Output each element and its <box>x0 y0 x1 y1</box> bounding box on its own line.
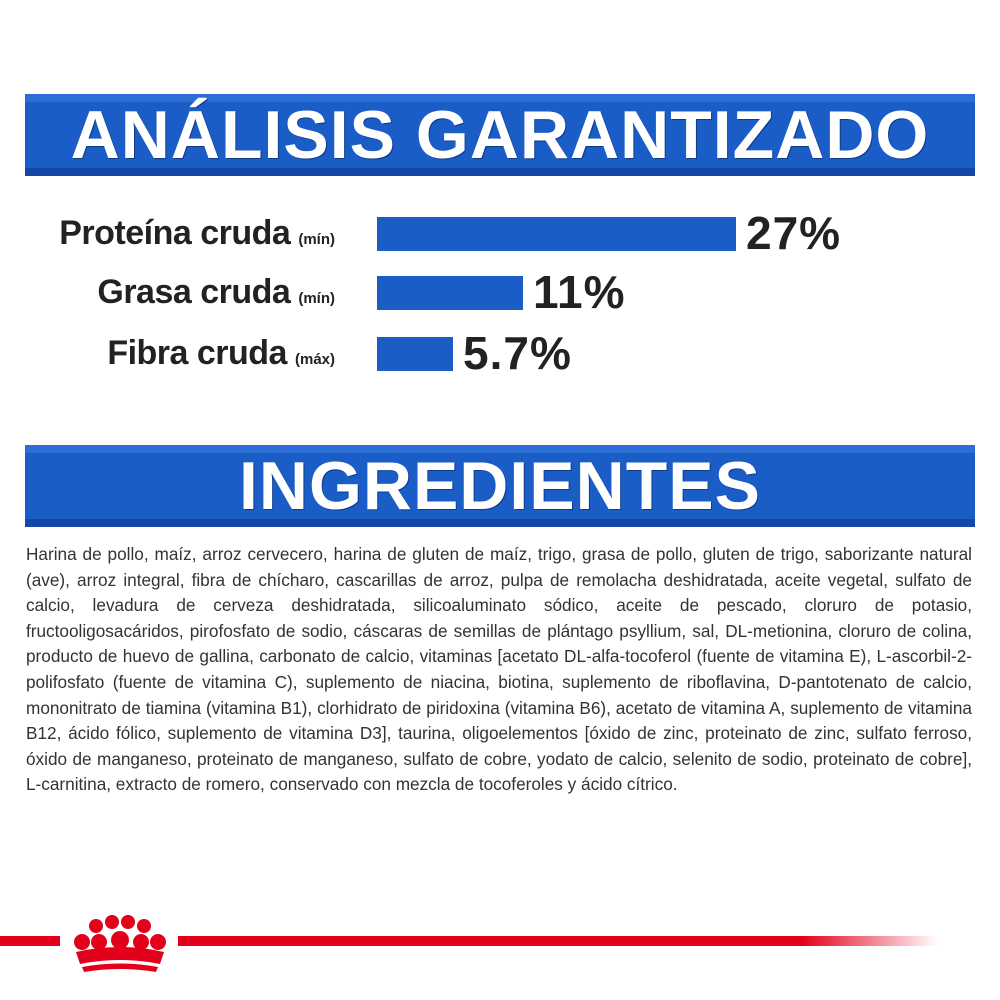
nutrient-qualifier: (máx) <box>294 350 335 368</box>
nutrient-label: Grasa cruda (mín) <box>97 262 335 322</box>
footer-line-left <box>0 936 60 946</box>
footer-line-right <box>178 936 938 946</box>
nutrient-qualifier: (mín) <box>298 230 335 248</box>
nutrient-bar <box>377 217 736 251</box>
ingredients-text: Harina de pollo, maíz, arroz cervecero, … <box>26 544 972 795</box>
nutrient-name: Proteína cruda <box>59 213 291 252</box>
ingredients-banner: INGREDIENTES <box>25 445 975 527</box>
nutrient-qualifier: (mín) <box>298 289 335 307</box>
nutrient-value: 11% <box>533 266 626 318</box>
ingredients-title: INGREDIENTES <box>238 448 762 524</box>
nutrient-name: Grasa cruda <box>97 272 291 311</box>
nutrient-label: Fibra cruda (máx) <box>107 323 335 383</box>
nutrient-label: Proteína cruda (mín) <box>59 203 335 263</box>
nutrient-bar <box>377 276 523 310</box>
nutrient-name: Fibra cruda <box>107 333 287 372</box>
nutrient-row-fat: Grasa cruda (mín) 11% <box>0 262 1000 322</box>
nutrient-value: 27% <box>746 207 842 259</box>
nutrient-bar <box>377 337 453 371</box>
nutrient-value: 5.7% <box>463 327 572 379</box>
royal-canin-crown-icon <box>74 915 166 972</box>
analysis-title: ANÁLISIS GARANTIZADO <box>70 97 930 173</box>
nutrient-row-fiber: Fibra cruda (máx) 5.7% <box>0 323 1000 383</box>
nutrient-row-protein: Proteína cruda (mín) 27% <box>0 203 1000 263</box>
analysis-banner: ANÁLISIS GARANTIZADO <box>25 94 975 176</box>
